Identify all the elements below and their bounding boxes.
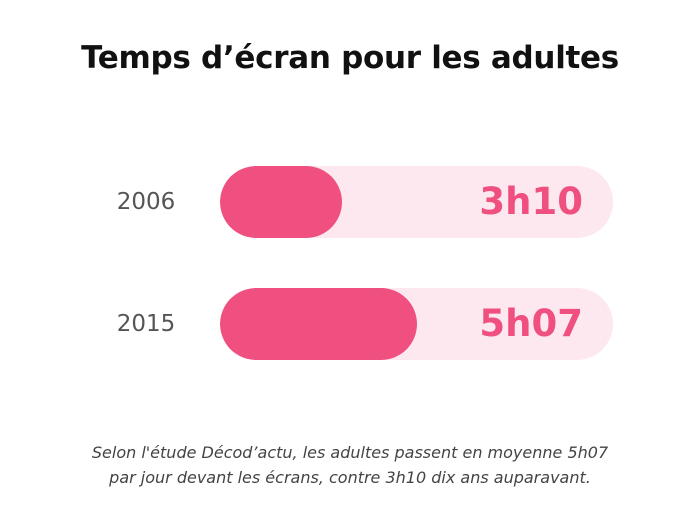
caption-line-2: par jour devant les écrans, contre 3h10 … — [109, 468, 591, 487]
category-label: 2006 — [116, 189, 176, 215]
bar-track: 5h07 — [220, 288, 613, 360]
bar-fill — [220, 166, 342, 238]
value-label: 3h10 — [479, 180, 583, 223]
category-label: 2015 — [116, 311, 176, 337]
chart-caption: Selon l'étude Décod’actu, les adultes pa… — [0, 440, 700, 490]
caption-line-1: Selon l'étude Décod’actu, les adultes pa… — [91, 443, 609, 462]
value-label: 5h07 — [479, 302, 583, 345]
chart-title: Temps d’écran pour les adultes — [81, 40, 619, 76]
bar-row-2015: 2015 5h07 — [0, 288, 700, 360]
bar-fill — [220, 288, 417, 360]
bar-row-2006: 2006 3h10 — [0, 166, 700, 238]
bar-track: 3h10 — [220, 166, 613, 238]
